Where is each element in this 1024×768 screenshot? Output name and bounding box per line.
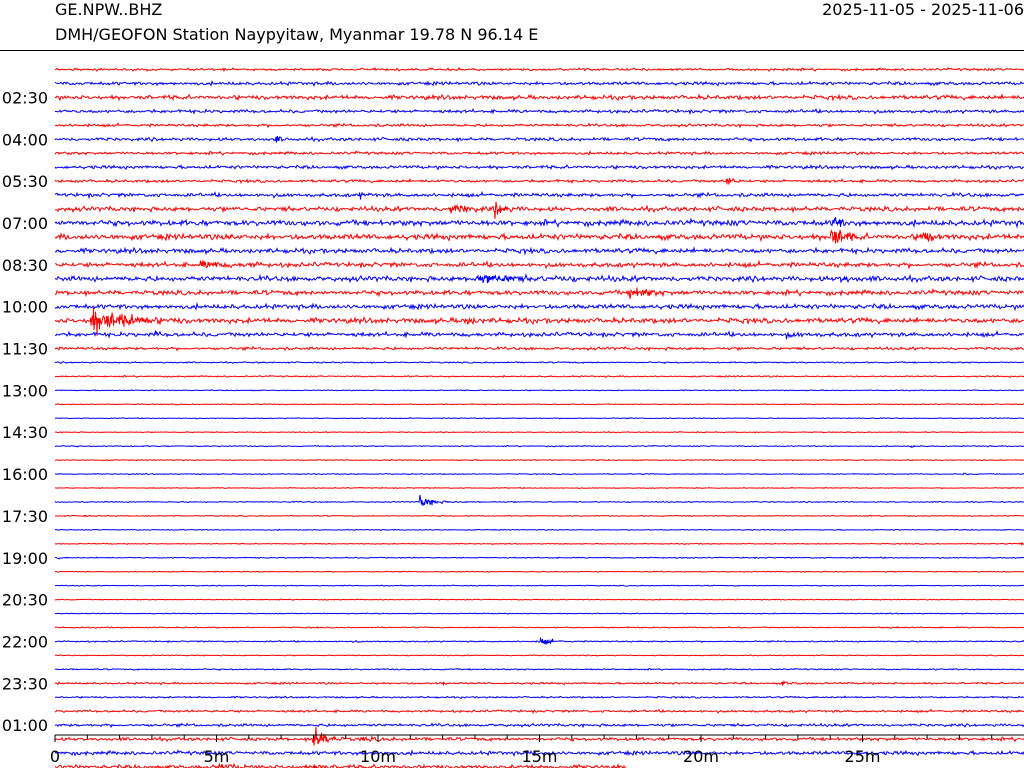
seismogram-trace bbox=[54, 679, 1024, 687]
y-tick-label: 11:30 bbox=[2, 340, 48, 359]
x-tick-label: 10m bbox=[360, 747, 396, 766]
y-tick-label: 23:30 bbox=[2, 674, 48, 693]
seismogram-trace bbox=[54, 584, 1024, 587]
seismogram-trace bbox=[54, 514, 1024, 518]
y-tick-label: 14:30 bbox=[2, 423, 48, 442]
y-tick-label: 22:00 bbox=[2, 632, 48, 651]
x-tick-label: 0 bbox=[50, 747, 60, 766]
seismogram-trace bbox=[54, 273, 1024, 284]
x-axis: 0 5m 10m 15m 20m 25m bbox=[50, 734, 1024, 766]
seismogram-trace bbox=[54, 431, 1024, 434]
x-tick-label: 5m bbox=[204, 747, 230, 766]
y-tick-label: 20:30 bbox=[2, 591, 48, 610]
station-code: GE.NPW..BHZ bbox=[55, 0, 163, 19]
seismogram-trace bbox=[54, 259, 1024, 270]
seismogram-trace bbox=[54, 301, 1024, 312]
seismogram-trace bbox=[54, 229, 1024, 244]
seismogram-trace bbox=[54, 360, 1024, 364]
seismogram-trace bbox=[54, 636, 1024, 645]
seismogram-trace bbox=[54, 556, 1024, 560]
seismogram-trace bbox=[54, 726, 1024, 746]
seismogram-trace bbox=[54, 190, 1024, 200]
y-tick-label: 10:00 bbox=[2, 298, 48, 317]
y-tick-label: 02:30 bbox=[2, 88, 48, 107]
station-description: DMH/GEOFON Station Naypyitaw, Myanmar 19… bbox=[55, 25, 539, 44]
seismogram-trace bbox=[54, 329, 1024, 340]
seismogram-trace bbox=[54, 722, 1024, 729]
seismogram-trace bbox=[54, 598, 1024, 601]
seismogram-trace bbox=[54, 217, 1024, 229]
seismogram-trace bbox=[54, 80, 1024, 87]
seismogram-trace bbox=[54, 749, 1024, 757]
seismogram-trace bbox=[54, 403, 1024, 406]
seismogram-trace bbox=[54, 245, 1024, 256]
seismogram-trace bbox=[54, 287, 1024, 300]
seismogram-trace bbox=[54, 108, 1024, 116]
y-tick-label: 13:00 bbox=[2, 381, 48, 400]
y-tick-label: 04:00 bbox=[2, 130, 48, 149]
y-tick-labels: 02:30 04:00 05:30 07:00 08:30 10:00 11:30 13:00… bbox=[2, 88, 48, 735]
x-tick-label: 25m bbox=[845, 747, 881, 766]
x-tick-label: 20m bbox=[683, 747, 719, 766]
x-tick-label: 15m bbox=[522, 747, 558, 766]
seismogram-trace bbox=[54, 570, 1024, 573]
seismogram-trace bbox=[54, 444, 1024, 449]
y-tick-label: 16:00 bbox=[2, 465, 48, 484]
y-tick-label: 07:00 bbox=[2, 214, 48, 233]
seismogram-trace bbox=[54, 695, 1024, 700]
seismogram-trace bbox=[54, 472, 1024, 476]
seismogram-trace bbox=[54, 92, 1024, 102]
seismogram-trace bbox=[54, 374, 1024, 379]
seismogram-trace bbox=[54, 201, 1024, 219]
seismogram-trace bbox=[54, 486, 1024, 490]
seismogram-trace bbox=[54, 416, 1024, 420]
seismogram-trace bbox=[54, 458, 1024, 462]
seismogram-trace bbox=[54, 708, 1024, 714]
y-tick-label: 01:00 bbox=[2, 716, 48, 735]
date-range: 2025-11-05 - 2025-11-06 bbox=[822, 0, 1024, 19]
seismogram-trace bbox=[54, 345, 1024, 352]
seismogram-trace bbox=[54, 667, 1024, 671]
seismogram-trace bbox=[54, 528, 1024, 532]
y-tick-label: 19:00 bbox=[2, 549, 48, 568]
seismogram-trace bbox=[54, 541, 1024, 546]
seismogram-trace bbox=[54, 612, 1024, 615]
seismogram-trace bbox=[54, 307, 1024, 336]
header-rule bbox=[0, 50, 1024, 51]
seismogram-trace bbox=[54, 66, 1024, 72]
seismogram-trace bbox=[54, 494, 1024, 506]
seismogram-trace bbox=[54, 626, 1024, 629]
y-tick-label: 08:30 bbox=[2, 256, 48, 275]
seismogram-trace bbox=[54, 654, 1024, 657]
seismogram-trace bbox=[54, 177, 1024, 185]
trace-group bbox=[54, 66, 1024, 768]
seismogram-trace bbox=[54, 122, 1024, 129]
y-tick-label: 05:30 bbox=[2, 172, 48, 191]
seismogram-trace bbox=[54, 150, 1024, 157]
y-tick-label: 17:30 bbox=[2, 507, 48, 526]
seismogram-trace bbox=[54, 164, 1024, 171]
seismogram-trace bbox=[54, 135, 1024, 143]
seismogram-trace bbox=[54, 389, 1024, 392]
